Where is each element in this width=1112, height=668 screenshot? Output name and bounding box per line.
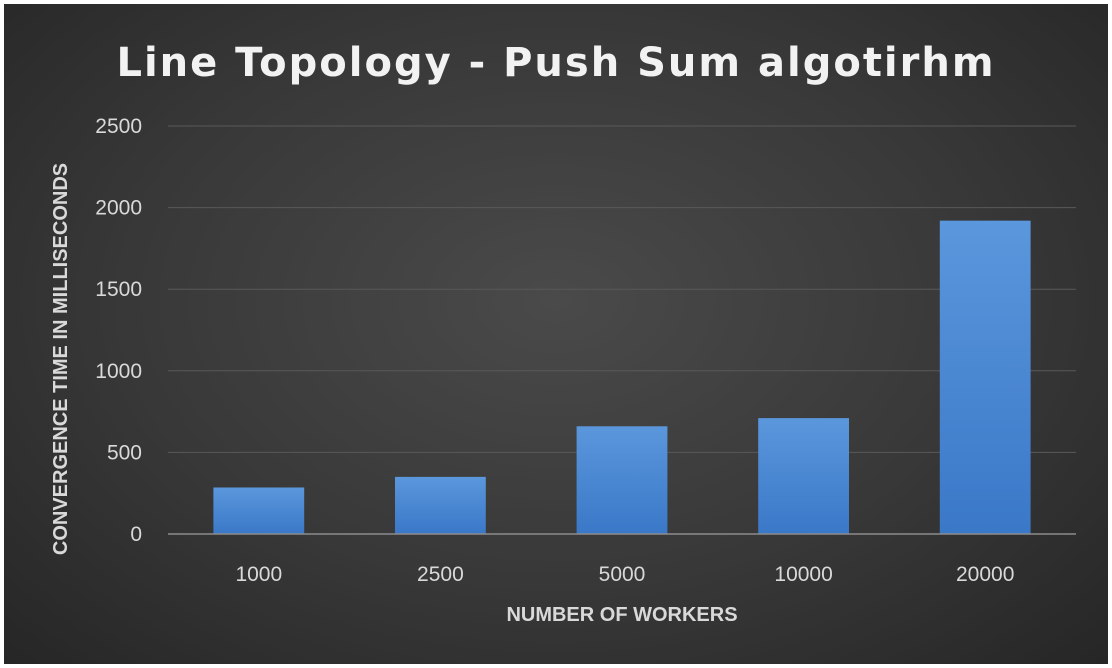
bar-20000 — [939, 220, 1031, 534]
x-tick-label: 2500 — [417, 563, 464, 586]
bar-1000 — [213, 487, 305, 534]
y-tick-label: 500 — [107, 441, 142, 464]
bar-chart: Line Topology - Push Sum algotirhm 0 500 1… — [50, 40, 1076, 626]
bars — [168, 220, 1076, 535]
y-tick-label: 2000 — [95, 197, 142, 220]
y-axis-ticks: 0 500 1000 1500 2000 2500 — [95, 115, 142, 546]
y-tick-label: 2500 — [95, 115, 142, 138]
x-tick-label: 5000 — [599, 563, 646, 586]
x-tick-label: 20000 — [956, 563, 1014, 586]
chart-frame: Line Topology - Push Sum algotirhm 0 500 1… — [4, 4, 1108, 664]
x-tick-label: 1000 — [235, 563, 282, 586]
y-tick-label: 1000 — [95, 360, 142, 383]
y-tick-label: 1500 — [95, 278, 142, 301]
y-tick-label: 0 — [130, 523, 142, 546]
bar-10000 — [758, 418, 849, 534]
x-axis-label: NUMBER OF WORKERS — [506, 604, 737, 626]
chart-title: Line Topology - Push Sum algotirhm — [116, 40, 995, 86]
x-tick-label: 10000 — [774, 563, 832, 586]
y-axis-label: CONVERGENCE TIME IN MILLISECONDS — [50, 163, 72, 555]
bar-5000 — [576, 426, 668, 534]
x-axis-ticks: 1000 2500 5000 10000 20000 — [235, 563, 1014, 586]
gridlines — [168, 125, 1076, 453]
bar-2500 — [395, 476, 486, 534]
